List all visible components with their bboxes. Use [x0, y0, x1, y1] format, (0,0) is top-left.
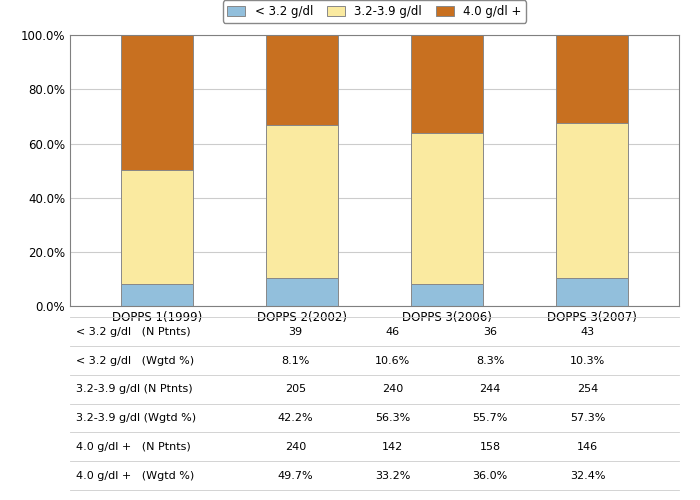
- Bar: [266, 125, 338, 278]
- Text: 240: 240: [285, 442, 306, 452]
- Text: 142: 142: [382, 442, 403, 452]
- Bar: [411, 284, 483, 306]
- Text: 43: 43: [580, 327, 595, 337]
- Text: 36: 36: [483, 327, 497, 337]
- Text: 3.2-3.9 g/dl (Wgtd %): 3.2-3.9 g/dl (Wgtd %): [76, 413, 196, 423]
- Bar: [556, 35, 629, 123]
- Bar: [556, 278, 629, 306]
- Bar: [411, 35, 483, 132]
- Text: 8.1%: 8.1%: [281, 356, 309, 366]
- Text: 56.3%: 56.3%: [375, 413, 410, 423]
- Text: 4.0 g/dl +   (N Ptnts): 4.0 g/dl + (N Ptnts): [76, 442, 191, 452]
- Bar: [120, 35, 193, 170]
- Text: 10.6%: 10.6%: [375, 356, 410, 366]
- Text: 36.0%: 36.0%: [473, 470, 508, 480]
- Legend: < 3.2 g/dl, 3.2-3.9 g/dl, 4.0 g/dl +: < 3.2 g/dl, 3.2-3.9 g/dl, 4.0 g/dl +: [223, 0, 526, 22]
- Bar: [411, 132, 483, 284]
- Text: 3.2-3.9 g/dl (N Ptnts): 3.2-3.9 g/dl (N Ptnts): [76, 384, 193, 394]
- Text: < 3.2 g/dl   (N Ptnts): < 3.2 g/dl (N Ptnts): [76, 327, 190, 337]
- Text: 254: 254: [577, 384, 598, 394]
- Text: 146: 146: [577, 442, 598, 452]
- Text: 244: 244: [480, 384, 501, 394]
- Text: 49.7%: 49.7%: [277, 470, 313, 480]
- Text: 46: 46: [386, 327, 400, 337]
- Text: 33.2%: 33.2%: [375, 470, 410, 480]
- Bar: [120, 170, 193, 284]
- Text: 205: 205: [285, 384, 306, 394]
- Bar: [266, 278, 338, 306]
- Text: 10.3%: 10.3%: [570, 356, 606, 366]
- Bar: [266, 34, 338, 125]
- Text: 240: 240: [382, 384, 403, 394]
- Text: 39: 39: [288, 327, 302, 337]
- Bar: [556, 123, 629, 278]
- Text: 32.4%: 32.4%: [570, 470, 606, 480]
- Text: 55.7%: 55.7%: [473, 413, 508, 423]
- Text: 42.2%: 42.2%: [277, 413, 313, 423]
- Text: 4.0 g/dl +   (Wgtd %): 4.0 g/dl + (Wgtd %): [76, 470, 195, 480]
- Text: < 3.2 g/dl   (Wgtd %): < 3.2 g/dl (Wgtd %): [76, 356, 194, 366]
- Text: 57.3%: 57.3%: [570, 413, 606, 423]
- Bar: [120, 284, 193, 306]
- Text: 158: 158: [480, 442, 500, 452]
- Text: 8.3%: 8.3%: [476, 356, 505, 366]
